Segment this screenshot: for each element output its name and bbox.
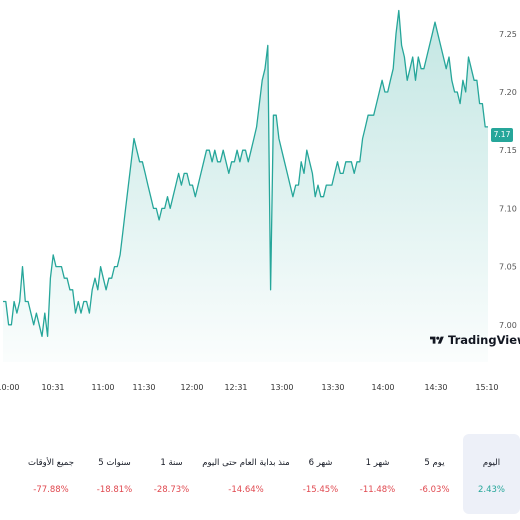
y-tick-label: 7.00 xyxy=(499,321,517,330)
price-line xyxy=(3,9,488,338)
period-5-days[interactable]: 5 يوم -6.03% xyxy=(406,434,463,514)
y-tick-label: 7.20 xyxy=(499,88,517,97)
last-price-badge: 7.17 xyxy=(491,128,513,142)
x-tick-label: 12:31 xyxy=(224,383,247,392)
period-5-years[interactable]: 5 سنوات -18.81% xyxy=(86,434,143,514)
period-today[interactable]: اليوم 2.43% xyxy=(463,434,520,514)
period-change: -14.64% xyxy=(228,485,264,495)
period-label: اليوم xyxy=(482,458,501,468)
period-ytd[interactable]: منذ بداية العام حتى اليوم -14.64% xyxy=(200,434,292,514)
logo-text: TradingView xyxy=(448,333,520,347)
price-axis: 7.00 7.05 7.10 7.15 7.20 7.25 xyxy=(499,30,517,330)
period-change: -15.45% xyxy=(302,485,339,495)
period-change: -6.03% xyxy=(419,485,450,495)
performance-periods: اليوم 2.43% 5 يوم -6.03% 1 شهر -11.48% 6… xyxy=(4,434,520,514)
y-tick-label: 7.15 xyxy=(499,146,517,155)
period-label: 5 يوم xyxy=(424,458,445,468)
x-tick-label: 13:30 xyxy=(321,383,344,392)
price-chart[interactable]: 7.00 7.05 7.10 7.15 7.20 7.25 10:00 10:31 11:00… xyxy=(0,0,520,400)
period-label: 1 شهر xyxy=(365,458,390,468)
x-tick-label: 11:30 xyxy=(132,383,155,392)
period-change: -18.81% xyxy=(96,485,133,495)
tradingview-logo[interactable]: TradingView xyxy=(430,333,520,347)
period-label: جميع الأوقات xyxy=(28,458,74,468)
period-change: -77.88% xyxy=(33,485,69,495)
period-change: -28.73% xyxy=(153,485,190,495)
x-tick-label: 10:00 xyxy=(0,383,20,392)
time-axis: 10:00 10:31 11:00 11:30 12:00 12:31 13:00 13:30… xyxy=(0,383,499,392)
period-6-months[interactable]: 6 شهر -15.45% xyxy=(292,434,349,514)
x-tick-label: 14:00 xyxy=(371,383,394,392)
period-all-time[interactable]: جميع الأوقات -77.88% xyxy=(16,434,86,514)
price-area-fill xyxy=(3,10,488,362)
period-change: 2.43% xyxy=(477,485,505,495)
x-tick-label: 12:00 xyxy=(180,383,203,392)
period-1-month[interactable]: 1 شهر -11.48% xyxy=(349,434,406,514)
y-tick-label: 7.05 xyxy=(499,263,517,272)
period-label: 1 سنة xyxy=(160,458,183,468)
x-tick-label: 15:10 xyxy=(475,383,498,392)
chart-canvas[interactable]: 7.00 7.05 7.10 7.15 7.20 7.25 10:00 10:31 11:00… xyxy=(0,0,520,400)
period-label: 6 شهر xyxy=(308,458,333,468)
x-tick-label: 14:30 xyxy=(424,383,447,392)
y-tick-label: 7.10 xyxy=(499,204,517,213)
y-tick-label: 7.25 xyxy=(499,30,517,39)
period-change: -11.48% xyxy=(359,485,396,495)
period-label: منذ بداية العام حتى اليوم xyxy=(202,458,290,468)
x-tick-label: 11:00 xyxy=(91,383,114,392)
x-tick-label: 10:31 xyxy=(41,383,64,392)
period-1-year[interactable]: 1 سنة -28.73% xyxy=(143,434,200,514)
tradingview-logo-icon xyxy=(430,336,444,344)
period-label: 5 سنوات xyxy=(98,458,131,468)
x-tick-label: 13:00 xyxy=(270,383,293,392)
